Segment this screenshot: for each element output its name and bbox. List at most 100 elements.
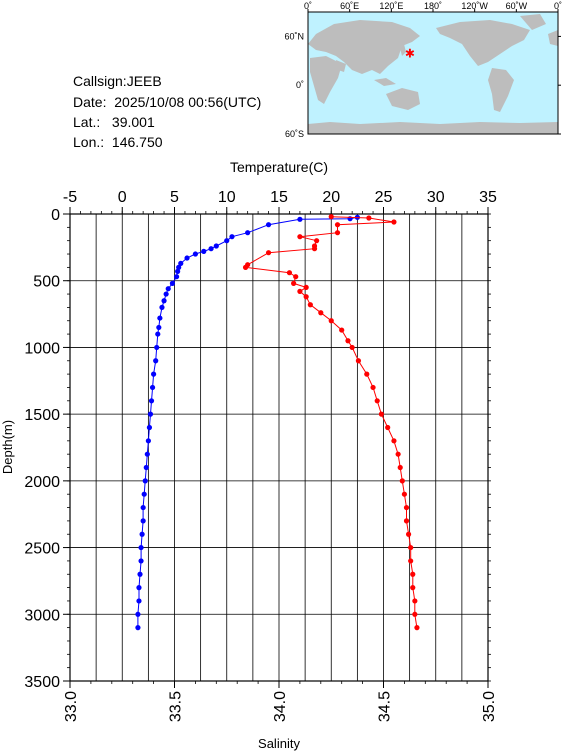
salinity-profile-point <box>412 611 418 617</box>
salinity-profile-point <box>339 327 345 333</box>
salinity-profile-point <box>410 585 416 591</box>
temperature-axis-label: Temperature(C) <box>230 159 328 175</box>
callsign-label: Callsign:JEEB <box>73 73 162 89</box>
map-lat-tick-label: 60˚S <box>285 129 304 139</box>
temperature-profile-point <box>159 304 165 310</box>
temperature-profile-point <box>165 286 171 292</box>
temperature-profile-point <box>192 251 198 257</box>
temperature-profile-line <box>137 216 358 628</box>
series-layer <box>135 214 420 631</box>
temperature-profile-point <box>144 451 150 457</box>
temperature-tick-label: 15 <box>270 189 288 206</box>
temperature-profile-point <box>178 260 184 266</box>
temperature-tick-label: 20 <box>322 189 340 206</box>
salinity-profile-point <box>370 384 376 391</box>
salinity-axis: 33.0 33.5 34.0 34.5 35.0 <box>63 681 498 722</box>
map-lon-tick-label: 0˚ <box>554 1 562 11</box>
salinity-profile-point <box>314 238 320 244</box>
salinity-profile-point <box>408 544 414 551</box>
salinity-profile-point <box>345 338 351 344</box>
salinity-axis-label: Salinity <box>258 736 300 751</box>
temperature-tick-label: 30 <box>427 189 445 206</box>
salinity-profile-point <box>403 518 410 524</box>
temperature-profile-point <box>173 274 180 280</box>
salinity-profile-point <box>307 302 313 308</box>
temperature-profile-point <box>245 230 251 236</box>
temperature-profile-point <box>213 243 219 249</box>
depth-tick-label: 500 <box>33 274 60 291</box>
temperature-profile-point <box>224 238 230 244</box>
temperature-profile-point <box>138 558 144 564</box>
depth-axis: 0 500 1000 1500 2000 2500 3000 3500 <box>24 207 70 691</box>
temperature-profile-point <box>176 264 182 270</box>
map-lon-tick-label: 0˚ <box>304 1 312 11</box>
map-lon-tick-label: 60˚W <box>506 1 528 11</box>
temperature-profile-point <box>142 478 148 484</box>
salinity-profile-point <box>414 625 420 631</box>
world-map: 0˚ 60˚E 120˚E 180˚ 120˚W 60˚W 0˚ 60˚N 0˚ 60˚S ✱ <box>284 1 562 139</box>
salinity-profile-point <box>374 398 380 404</box>
salinity-profile-point <box>291 280 297 286</box>
map-lon-tick-label: 120˚E <box>379 1 403 11</box>
temperature-profile-point <box>151 371 157 377</box>
depth-tick-label: 0 <box>51 207 60 224</box>
depth-tick-label: 3500 <box>24 674 60 691</box>
salinity-profile-point <box>349 344 355 351</box>
salinity-profile-point <box>410 571 416 577</box>
temperature-tick-label: -5 <box>63 189 77 206</box>
salinity-profile-point <box>328 318 334 324</box>
salinity-profile-point <box>412 598 418 604</box>
temperature-profile-point <box>175 268 181 274</box>
temperature-profile-point <box>297 216 303 222</box>
salinity-profile-point <box>364 371 370 377</box>
salinity-profile-point <box>395 451 401 457</box>
temperature-profile-point <box>161 298 167 304</box>
salinity-tick-label: 33.5 <box>168 691 185 722</box>
map-land <box>308 14 558 134</box>
depth-tick-label: 2000 <box>24 474 60 491</box>
salinity-profile-point <box>385 424 391 431</box>
station-marker-icon: ✱ <box>405 46 415 60</box>
temperature-profile-point <box>143 464 149 471</box>
temperature-profile-point <box>137 571 143 577</box>
salinity-profile-point <box>403 504 410 511</box>
salinity-profile-point <box>366 215 372 221</box>
temperature-tick-label: 0 <box>118 189 127 206</box>
salinity-profile-point <box>286 270 293 276</box>
salinity-tick-label: 34.5 <box>377 691 394 722</box>
salinity-profile-point <box>399 478 405 484</box>
temperature-tick-label: 10 <box>218 189 236 206</box>
salinity-profile-point <box>297 288 303 294</box>
salinity-profile-point <box>303 294 309 300</box>
temperature-profile-point <box>265 222 272 228</box>
temperature-profile-point <box>135 611 141 617</box>
temperature-profile-point <box>138 544 144 551</box>
depth-tick-label: 1500 <box>24 407 60 424</box>
temperature-tick-label: 25 <box>375 189 393 206</box>
chart-grid <box>69 213 489 682</box>
temperature-profile-point <box>147 411 154 417</box>
map-longitude-labels: 0˚ 60˚E 120˚E 180˚ 120˚W 60˚W 0˚ <box>304 1 562 11</box>
map-lon-tick-label: 180˚ <box>424 1 442 11</box>
temperature-profile-point <box>169 280 176 286</box>
map-lat-tick-label: 60˚N <box>284 31 304 41</box>
temperature-profile-point <box>136 585 142 591</box>
salinity-profile-point <box>303 284 309 290</box>
temperature-profile-point <box>154 344 160 351</box>
salinity-tick-label: 33.0 <box>63 691 80 722</box>
salinity-profile-point <box>265 250 272 256</box>
salinity-profile-point <box>391 219 397 225</box>
salinity-profile-point <box>318 310 324 316</box>
longitude-label: Lon.: 146.750 <box>73 134 163 150</box>
temperature-profile-point <box>229 234 235 240</box>
temperature-profile-point <box>140 504 146 511</box>
salinity-tick-label: 34.0 <box>272 691 289 722</box>
salinity-profile-point <box>391 438 397 444</box>
temperature-profile-point <box>157 315 163 321</box>
salinity-profile-point <box>397 464 403 471</box>
depth-tick-label: 1000 <box>24 340 60 357</box>
map-lon-tick-label: 60˚E <box>340 1 359 11</box>
temperature-tick-label: 5 <box>170 189 179 206</box>
depth-tick-label: 2500 <box>24 541 60 558</box>
